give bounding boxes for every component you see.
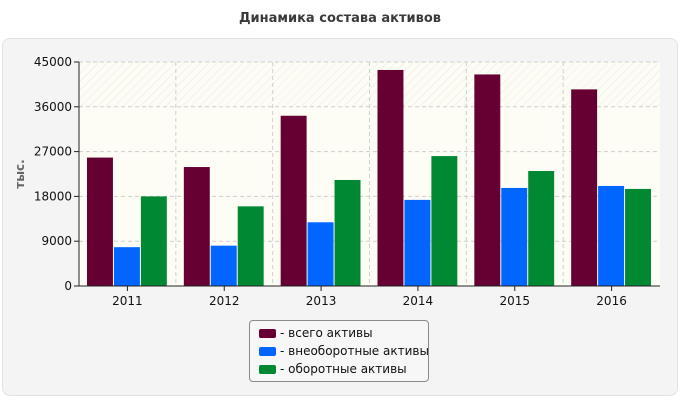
x-tick-label: 2013 <box>306 294 337 308</box>
y-tick-label: 9000 <box>41 234 72 248</box>
bar <box>307 222 334 286</box>
bar <box>334 179 361 286</box>
grid-lines <box>79 61 660 286</box>
legend-swatch-noncurrent <box>259 346 276 356</box>
bars <box>87 69 651 286</box>
bar <box>598 185 625 286</box>
axes: 0 9000 18000 27000 36000 45000 2011 2012 2013 201… <box>34 55 660 308</box>
x-tick-label: 2015 <box>499 294 530 308</box>
chart-title: Динамика состава активов <box>238 11 442 26</box>
bar <box>431 156 458 286</box>
bar <box>625 188 651 286</box>
bar <box>210 245 237 286</box>
legend-item-current: - оборотные активы <box>259 360 428 378</box>
y-tick-label: 36000 <box>34 100 72 114</box>
bar <box>528 171 555 286</box>
bar <box>87 157 113 286</box>
y-axis-label: тыс. <box>13 159 27 188</box>
legend-item-total: - всего активы <box>259 324 428 342</box>
y-tick-label: 45000 <box>34 55 72 69</box>
y-tick-label: 18000 <box>34 189 72 203</box>
bar <box>280 115 307 286</box>
y-tick-label: 27000 <box>34 145 72 159</box>
x-tick-label: 2011 <box>112 294 143 308</box>
legend-label-total: - всего активы <box>280 326 373 340</box>
bar <box>501 187 528 286</box>
bar <box>474 74 501 286</box>
bar <box>404 199 431 286</box>
bar <box>571 89 598 286</box>
legend-label-noncurrent: - внеоборотные активы <box>280 344 429 358</box>
x-tick-label: 2016 <box>596 294 627 308</box>
bar <box>377 69 404 286</box>
bar <box>140 196 167 286</box>
legend-item-noncurrent: - внеоборотные активы <box>259 342 429 360</box>
bar <box>183 167 210 286</box>
x-tick-label: 2014 <box>403 294 434 308</box>
legend-label-current: - оборотные активы <box>280 362 407 376</box>
y-tick-label: 0 <box>64 279 72 293</box>
legend-swatch-current <box>259 364 276 374</box>
bar <box>237 206 264 286</box>
legend: - всего активы - внеоборотные активы - о… <box>249 320 429 382</box>
bar <box>113 247 140 286</box>
legend-swatch-total <box>259 328 276 338</box>
x-tick-label: 2012 <box>209 294 240 308</box>
